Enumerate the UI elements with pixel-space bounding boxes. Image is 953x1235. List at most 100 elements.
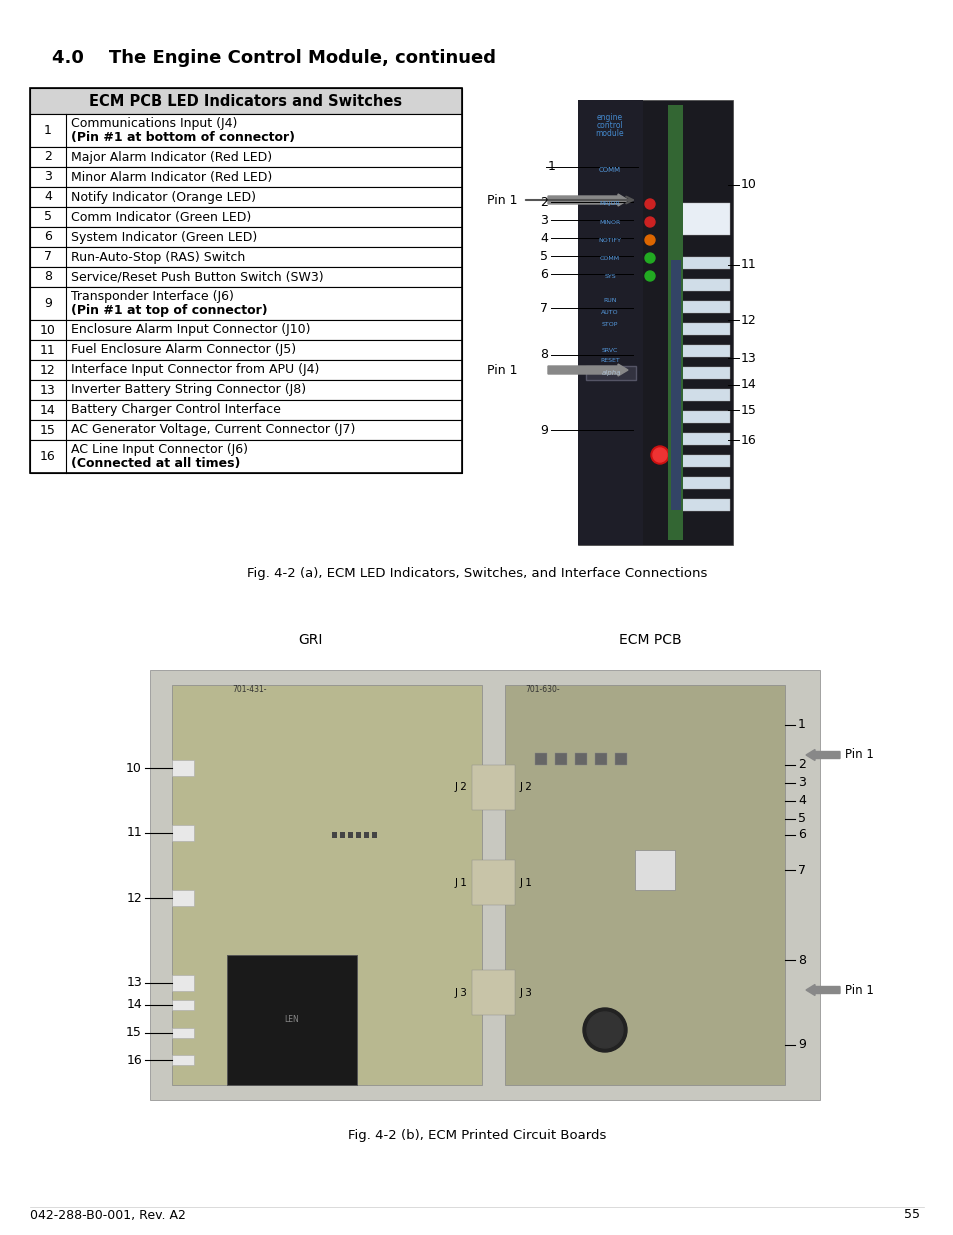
Bar (364, 832, 369, 839)
Text: Run-Auto-Stop (RAS) Switch: Run-Auto-Stop (RAS) Switch (71, 251, 245, 263)
Text: 701-431-: 701-431- (232, 685, 266, 694)
Text: control: control (596, 121, 622, 131)
FancyArrow shape (547, 364, 627, 375)
Text: Pin 1: Pin 1 (487, 194, 517, 206)
Bar (578, 100, 732, 545)
Text: Notify Indicator (Orange LED): Notify Indicator (Orange LED) (71, 190, 255, 204)
Bar (30, 114, 461, 147)
Circle shape (644, 199, 655, 209)
Circle shape (644, 270, 655, 282)
Text: Interface Input Connector from APU (J4): Interface Input Connector from APU (J4) (71, 363, 319, 377)
Circle shape (650, 446, 668, 464)
Text: 9: 9 (797, 1039, 805, 1051)
Text: 10: 10 (740, 179, 756, 191)
Text: 10: 10 (40, 324, 56, 336)
Text: 5: 5 (797, 813, 805, 825)
Text: 9: 9 (539, 424, 547, 436)
Bar (472, 969, 515, 1015)
Text: J 1: J 1 (454, 878, 467, 888)
Bar (30, 287, 461, 320)
Text: 2: 2 (797, 758, 805, 772)
Text: J 3: J 3 (454, 988, 467, 998)
Text: 6: 6 (797, 829, 805, 841)
Text: Fig. 4-2 (a), ECM LED Indicators, Switches, and Interface Connections: Fig. 4-2 (a), ECM LED Indicators, Switch… (247, 567, 706, 579)
Bar (30, 400, 461, 420)
Bar (678, 389, 729, 401)
Text: COMM: COMM (598, 167, 620, 173)
Bar (667, 105, 682, 540)
Text: 4.0    The Engine Control Module, continued: 4.0 The Engine Control Module, continued (52, 49, 496, 67)
Bar (575, 753, 586, 764)
Text: J 2: J 2 (519, 783, 533, 793)
Bar (172, 1028, 193, 1037)
Text: Minor Alarm Indicator (Red LED): Minor Alarm Indicator (Red LED) (71, 170, 272, 184)
Text: SRVC: SRVC (601, 347, 618, 352)
Text: 11: 11 (740, 258, 756, 272)
Text: 4: 4 (44, 190, 51, 204)
Bar (172, 685, 481, 1086)
Text: 5: 5 (44, 210, 52, 224)
Text: 2: 2 (539, 195, 547, 209)
Text: 13: 13 (740, 352, 756, 364)
Bar (678, 367, 729, 379)
Bar (555, 753, 566, 764)
Text: System Indicator (Green LED): System Indicator (Green LED) (71, 231, 257, 243)
Bar (678, 257, 729, 269)
Text: Service/Reset Push Button Switch (SW3): Service/Reset Push Button Switch (SW3) (71, 270, 323, 284)
Bar (678, 499, 729, 511)
Bar (535, 753, 546, 764)
Bar (30, 340, 461, 359)
Text: ECM PCB LED Indicators and Switches: ECM PCB LED Indicators and Switches (90, 94, 402, 109)
Text: Major Alarm Indicator (Red LED): Major Alarm Indicator (Red LED) (71, 151, 272, 163)
Text: AUTO: AUTO (600, 310, 618, 315)
Text: 9: 9 (44, 296, 51, 310)
Bar (30, 88, 461, 473)
Text: 1: 1 (44, 124, 51, 137)
Text: 12: 12 (40, 363, 56, 377)
Bar (504, 685, 784, 1086)
Bar (172, 890, 193, 906)
Bar (30, 88, 461, 114)
Bar (30, 380, 461, 400)
Text: Inverter Battery String Connector (J8): Inverter Battery String Connector (J8) (71, 384, 306, 396)
Text: 55: 55 (903, 1209, 919, 1221)
Text: NOTIFY: NOTIFY (598, 237, 620, 242)
Circle shape (644, 217, 655, 227)
Bar (372, 832, 376, 839)
Text: 11: 11 (126, 826, 142, 840)
Text: 7: 7 (539, 301, 547, 315)
FancyArrow shape (805, 750, 840, 761)
Text: 14: 14 (40, 404, 56, 416)
Bar (595, 753, 606, 764)
Text: 3: 3 (797, 777, 805, 789)
Text: 12: 12 (740, 314, 756, 326)
Bar (227, 955, 356, 1086)
Bar (30, 147, 461, 167)
Bar (678, 433, 729, 445)
Bar (30, 440, 461, 473)
Text: 8: 8 (44, 270, 52, 284)
Bar (30, 267, 461, 287)
Bar (172, 974, 193, 990)
Text: Enclosure Alarm Input Connector (J10): Enclosure Alarm Input Connector (J10) (71, 324, 310, 336)
FancyArrow shape (547, 194, 627, 206)
Text: 13: 13 (126, 977, 142, 989)
Text: 11: 11 (40, 343, 56, 357)
Text: J 2: J 2 (454, 783, 467, 793)
Text: 042-288-B0-001, Rev. A2: 042-288-B0-001, Rev. A2 (30, 1209, 186, 1221)
Bar (355, 832, 360, 839)
Text: 6: 6 (539, 268, 547, 280)
Text: Pin 1: Pin 1 (844, 748, 873, 762)
Bar (30, 320, 461, 340)
Text: 16: 16 (126, 1053, 142, 1067)
Text: SYS: SYS (603, 273, 616, 279)
Text: 15: 15 (40, 424, 56, 436)
Text: 7: 7 (44, 251, 52, 263)
Text: COMM: COMM (599, 256, 619, 261)
Text: RUN: RUN (602, 298, 616, 303)
Bar (172, 825, 193, 841)
Text: 6: 6 (44, 231, 51, 243)
Text: (Connected at all times): (Connected at all times) (71, 457, 240, 471)
Circle shape (644, 235, 655, 245)
Text: Transponder Interface (J6): Transponder Interface (J6) (71, 290, 233, 304)
